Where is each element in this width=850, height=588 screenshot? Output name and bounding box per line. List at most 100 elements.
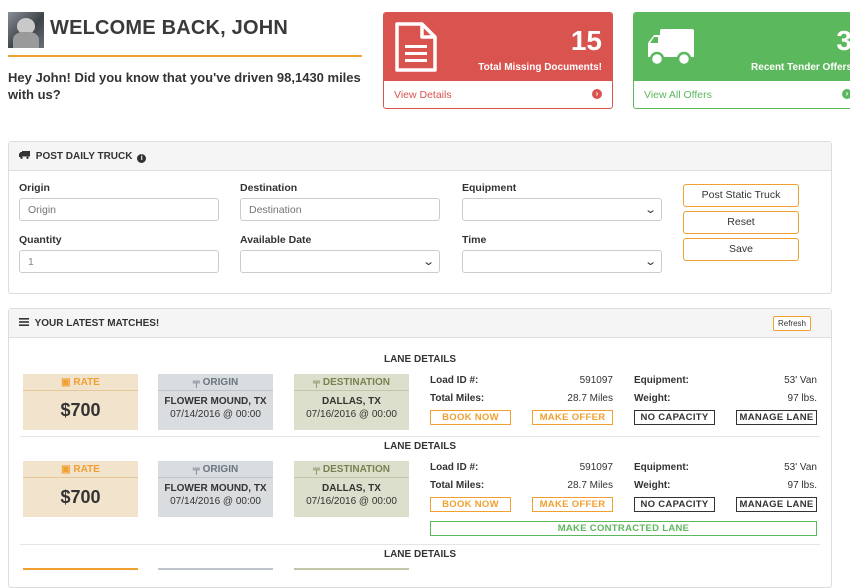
- make-contracted-lane-button[interactable]: MAKE CONTRACTED LANE: [430, 521, 817, 536]
- origin-box-edge: [158, 568, 273, 570]
- no-capacity-button[interactable]: NO CAPACITY: [634, 410, 715, 425]
- post-static-truck-button[interactable]: Post Static Truck: [683, 184, 799, 207]
- latest-matches-title: YOUR LATEST MATCHES!: [34, 318, 160, 329]
- arrow-right-circle-icon: ›: [842, 89, 850, 99]
- money-icon: ▣: [61, 377, 71, 388]
- save-button[interactable]: Save: [683, 238, 799, 261]
- origin-place: FLOWER MOUND, TX: [164, 396, 267, 407]
- make-offer-button[interactable]: MAKE OFFER: [532, 497, 613, 512]
- chevron-down-icon: ⌄: [643, 204, 657, 216]
- arrow-right-circle-icon: ›: [592, 89, 602, 99]
- weight-value: 97 lbs.: [787, 393, 817, 404]
- missing-documents-card: 15 Total Missing Documents! View Details…: [383, 12, 613, 109]
- total-miles-value: 28.7 Miles: [567, 393, 613, 404]
- lane-details-title: LANE DETAILS: [383, 441, 457, 452]
- equipment-label: Equipment:: [634, 462, 689, 473]
- destination-box-label: DESTINATION: [322, 377, 390, 388]
- no-capacity-button[interactable]: NO CAPACITY: [634, 497, 715, 512]
- tender-offers-card: 3 Recent Tender Offers View All Offers ›: [633, 12, 850, 109]
- time-select[interactable]: ⌄: [462, 250, 662, 273]
- manage-lane-button[interactable]: MANAGE LANE: [736, 410, 817, 425]
- origin-box-label: ORIGIN: [202, 464, 239, 475]
- chevron-down-icon: ⌄: [421, 256, 435, 268]
- rate-box-edge: [23, 568, 138, 570]
- manage-lane-button[interactable]: MANAGE LANE: [736, 497, 817, 512]
- view-details-link[interactable]: View Details ›: [384, 81, 612, 108]
- book-now-button[interactable]: BOOK NOW: [430, 410, 511, 425]
- avatar: [8, 12, 44, 48]
- destination-box-label: DESTINATION: [322, 464, 390, 475]
- load-id-value: 591097: [579, 375, 613, 386]
- origin-box: ╤ ORIGIN FLOWER MOUND, TX 07/14/2016 @ 0…: [158, 374, 273, 430]
- latest-matches-panel: YOUR LATEST MATCHES! Refresh: [8, 308, 832, 588]
- rate-box: ▣ RATE $700: [23, 461, 138, 517]
- tender-offers-label: Recent Tender Offers: [751, 62, 850, 73]
- destination-place: DALLAS, TX: [322, 483, 381, 494]
- divider: [20, 436, 820, 437]
- truck-icon: [648, 29, 694, 67]
- rate-label: RATE: [73, 464, 100, 475]
- equipment-label: Equipment:: [634, 375, 689, 386]
- origin-label: Origin: [19, 182, 50, 194]
- tender-offers-count: 3: [836, 25, 850, 57]
- available-date-select[interactable]: ⌄: [240, 250, 440, 273]
- equipment-label: Equipment: [462, 182, 517, 194]
- weight-label: Weight:: [634, 393, 671, 404]
- money-icon: ▣: [61, 464, 71, 475]
- post-daily-truck-header: POST DAILY TRUCK i: [9, 142, 831, 171]
- lane-details-title: LANE DETAILS: [383, 354, 457, 365]
- load-id-label: Load ID #:: [430, 375, 479, 386]
- origin-date: 07/14/2016 @ 00:00: [170, 496, 261, 507]
- origin-input[interactable]: [19, 198, 219, 221]
- weight-label: Weight:: [634, 480, 671, 491]
- signpost-icon: ╤: [192, 464, 200, 475]
- equipment-value: 53' Van: [784, 375, 817, 386]
- total-miles-label: Total Miles:: [430, 393, 485, 404]
- lane-details-title: LANE DETAILS: [383, 549, 457, 560]
- missing-documents-count: 15: [570, 25, 602, 56]
- destination-date: 07/16/2016 @ 00:00: [306, 409, 397, 420]
- title-underline: [8, 55, 362, 57]
- rate-value: $700: [60, 400, 101, 420]
- destination-place: DALLAS, TX: [322, 396, 381, 407]
- divider: [20, 544, 820, 545]
- destination-box: ╤ DESTINATION DALLAS, TX 07/16/2016 @ 00…: [294, 461, 409, 517]
- origin-date: 07/14/2016 @ 00:00: [170, 409, 261, 420]
- rate-box: ▣ RATE $700: [23, 374, 138, 430]
- chevron-down-icon: ⌄: [643, 256, 657, 268]
- info-icon: i: [137, 154, 147, 163]
- total-miles-value: 28.7 Miles: [567, 480, 613, 491]
- equipment-select[interactable]: ⌄: [462, 198, 662, 221]
- destination-box: ╤ DESTINATION DALLAS, TX 07/16/2016 @ 00…: [294, 374, 409, 430]
- missing-documents-label: Total Missing Documents!: [478, 62, 602, 73]
- signpost-icon: ╤: [192, 377, 200, 388]
- rate-label: RATE: [73, 377, 100, 388]
- rate-value: $700: [60, 487, 101, 507]
- view-all-offers-link[interactable]: View All Offers ›: [634, 81, 850, 108]
- truck-icon: [19, 151, 30, 162]
- latest-matches-header: YOUR LATEST MATCHES! Refresh: [9, 309, 831, 338]
- make-offer-button[interactable]: MAKE OFFER: [532, 410, 613, 425]
- reset-button[interactable]: Reset: [683, 211, 799, 234]
- destination-box-edge: [294, 568, 409, 570]
- quantity-input[interactable]: [19, 250, 219, 273]
- book-now-button[interactable]: BOOK NOW: [430, 497, 511, 512]
- time-label: Time: [462, 234, 487, 246]
- list-icon: [19, 318, 29, 329]
- post-daily-truck-title: POST DAILY TRUCK: [35, 151, 133, 162]
- destination-label: Destination: [240, 182, 298, 194]
- load-id-value: 591097: [579, 462, 613, 473]
- origin-box: ╤ ORIGIN FLOWER MOUND, TX 07/14/2016 @ 0…: [158, 461, 273, 517]
- origin-place: FLOWER MOUND, TX: [164, 483, 267, 494]
- total-miles-label: Total Miles:: [430, 480, 485, 491]
- available-date-label: Available Date: [240, 234, 312, 246]
- origin-box-label: ORIGIN: [202, 377, 239, 388]
- destination-date: 07/16/2016 @ 00:00: [306, 496, 397, 507]
- refresh-button[interactable]: Refresh: [773, 316, 811, 331]
- load-id-label: Load ID #:: [430, 462, 479, 473]
- weight-value: 97 lbs.: [787, 480, 817, 491]
- quantity-label: Quantity: [19, 234, 62, 246]
- view-details-label: View Details: [394, 89, 452, 101]
- page-title: WELCOME BACK, JOHN: [50, 17, 289, 39]
- destination-input[interactable]: [240, 198, 440, 221]
